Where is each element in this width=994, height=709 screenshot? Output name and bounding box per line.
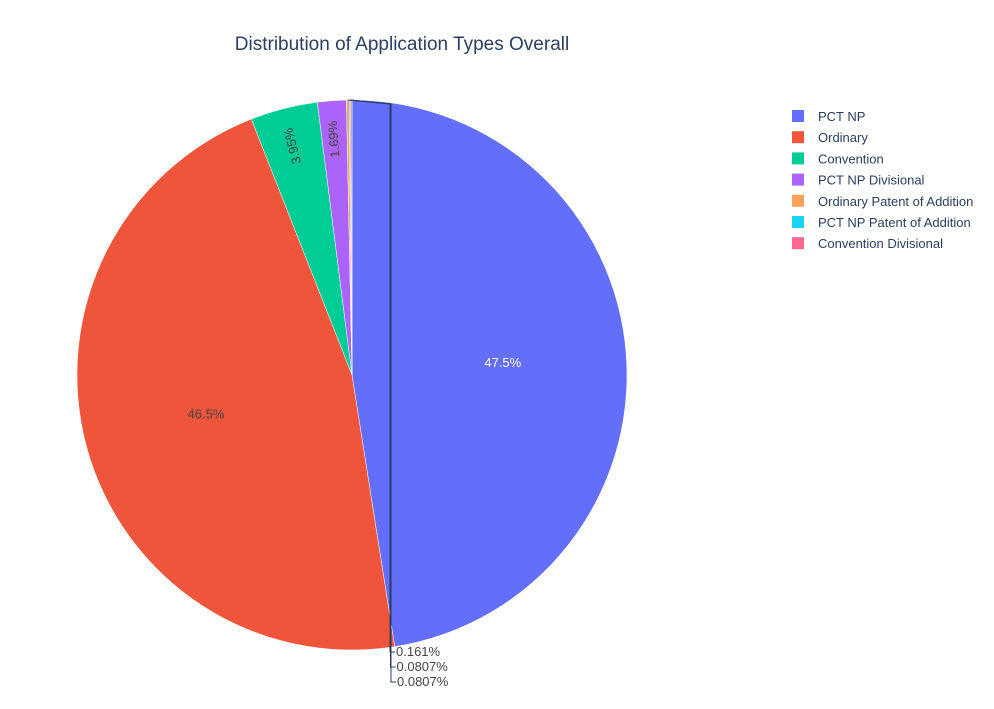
legend-item-ordinary[interactable]: Ordinary [792,130,868,145]
legend-item-ordinary-patent-of-addition[interactable]: Ordinary Patent of Addition [792,194,973,209]
legend-label: PCT NP Patent of Addition [818,215,971,230]
legend-swatch [792,237,804,250]
slice-label-pct-np-patent-of-addition: 0.0807% [397,659,449,674]
legend-item-pct-np-patent-of-addition[interactable]: PCT NP Patent of Addition [792,215,971,230]
legend-label: PCT NP [818,109,865,124]
slice-label-convention-divisional: 0.0807% [397,674,449,689]
pie-slice-pct-np[interactable] [351,99,628,647]
slice-label-ordinary: 46.5% [188,407,225,422]
pie-slice-labels: 47.5%46.5%3.95% 1.69%0.161%0.0807%0.0807% [188,99,522,689]
legend-swatch [792,131,804,144]
legend-item-convention[interactable]: Convention [792,151,884,166]
legend-item-convention-divisional[interactable]: Convention Divisional [792,236,943,251]
pie-slice-ordinary[interactable] [76,118,395,651]
legend-label: Ordinary Patent of Addition [818,194,973,209]
legend-label: Convention [818,151,884,166]
slice-label-pct-np: 47.5% [484,355,521,370]
slice-label-ordinary-patent-of-addition: 0.161% [396,644,441,659]
legend-swatch [792,216,804,228]
legend-label: Ordinary [818,130,868,145]
leader-line-convention-divisional [351,99,396,683]
legend: PCT NP Ordinary Convention PCT NP Divisiona… [792,109,973,251]
legend-label: Convention Divisional [818,236,943,251]
legend-swatch [792,194,804,207]
slice-label-pct-np-divisional: 1.69% [325,120,343,158]
legend-label: PCT NP Divisional [818,173,925,188]
legend-swatch [792,110,804,122]
chart-title: Distribution of Application Types Overal… [235,34,569,55]
pie-slices [76,99,628,651]
legend-swatch [792,173,804,186]
legend-swatch [792,152,804,165]
legend-item-pct-np[interactable]: PCT NP [792,109,865,124]
legend-item-pct-np-divisional[interactable]: PCT NP Divisional [792,173,925,188]
